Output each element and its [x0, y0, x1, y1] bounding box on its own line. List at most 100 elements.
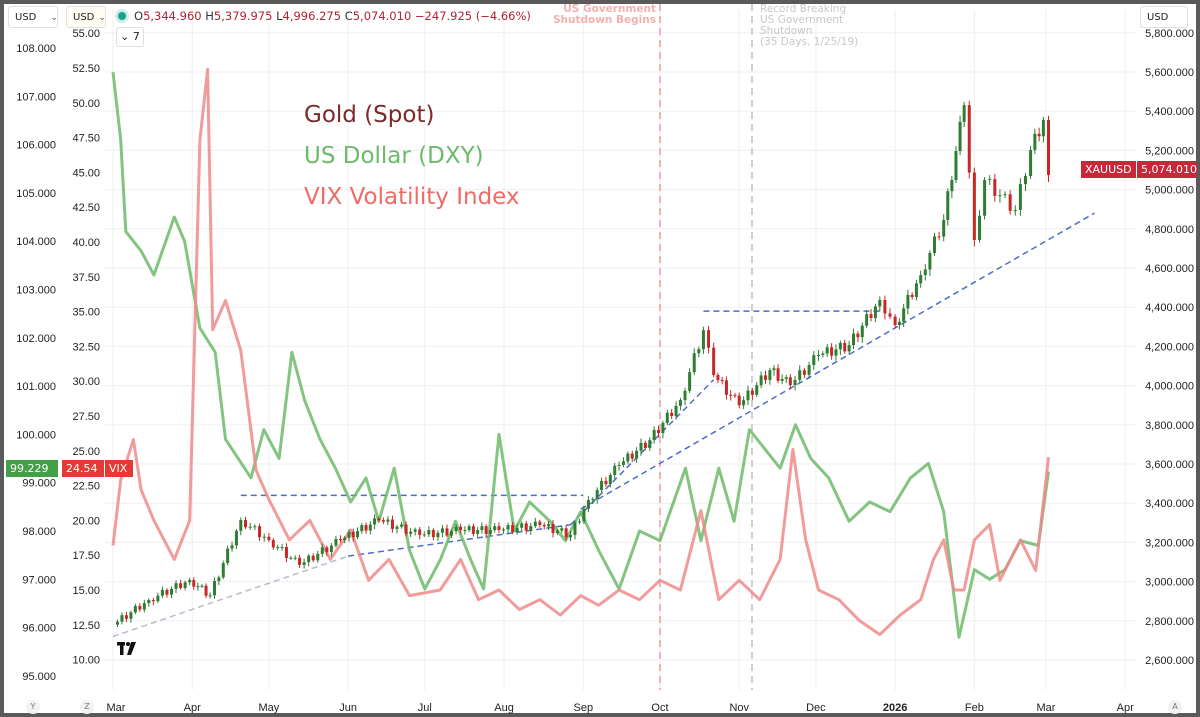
candle-body	[404, 524, 408, 534]
candle-body	[639, 442, 643, 451]
candle-body	[883, 299, 887, 314]
axis-tick-label: 47.50	[72, 133, 100, 145]
axis-tick-label: 37.50	[72, 272, 100, 284]
candle-body	[1029, 150, 1033, 176]
legend-gold: Gold (Spot)	[304, 102, 435, 128]
time-tick-label: Mar	[1036, 702, 1055, 714]
left-currency-dropdown[interactable]: USD ⌄	[8, 6, 58, 28]
candle-body	[1046, 120, 1050, 176]
time-tick-label: 2026	[883, 702, 907, 714]
candle-body	[200, 585, 204, 587]
candle-body	[217, 577, 221, 582]
low-label: L	[276, 9, 283, 23]
shutdown-begins-annotation: US Government Shutdown Begins	[552, 3, 656, 26]
axis-tick-label: 3,000.000	[1145, 577, 1194, 589]
auto-scale-button[interactable]: A	[1168, 700, 1182, 714]
axis-tick-label: 45.00	[72, 167, 100, 179]
candle-body	[604, 480, 608, 485]
candle-body	[463, 530, 467, 532]
candle-body	[914, 283, 918, 297]
axis-tick-label: 97.000	[22, 574, 56, 586]
candle-body	[793, 380, 797, 386]
time-tick-label: Apr	[184, 702, 201, 714]
candle-body	[1018, 184, 1022, 210]
candle-body	[276, 547, 280, 549]
candle-body	[436, 532, 440, 538]
vix-axis[interactable]: 55.00 52.50 50.00 47.50 45.00 42.50 40.00 37.50…	[72, 28, 100, 666]
axis-tick-label: 101.000	[16, 381, 56, 393]
candle-body	[440, 528, 444, 533]
candle-body	[476, 530, 480, 534]
candle-body	[188, 580, 192, 583]
candle-body	[657, 429, 661, 434]
grid	[105, 10, 1137, 690]
time-axis[interactable]: Mar Apr May Jun Jul Aug Sep Oct Nov Dec 2026 Feb Mar…	[107, 702, 1135, 714]
record-shutdown-annotation: Record Breaking US Government Shutdown (…	[760, 3, 859, 48]
candle-body	[196, 586, 200, 588]
vix-symbol-tag: VIX	[105, 460, 133, 477]
candle-body	[151, 600, 155, 602]
axis-tick-label: 3,200.000	[1145, 537, 1194, 549]
time-tick-label: Feb	[965, 702, 984, 714]
candle-body	[977, 215, 981, 240]
y-axis-button[interactable]: Y	[26, 700, 40, 714]
right-currency-dropdown[interactable]: USD	[1140, 6, 1188, 28]
candle-body	[377, 518, 381, 521]
collapse-indicators-button[interactable]: ⌄ 7	[116, 27, 144, 47]
gold-axis[interactable]: 5,800.000 5,600.000 5,400.000 5,200.000 5,00…	[1145, 28, 1194, 667]
candle-body	[506, 525, 510, 530]
tradingview-logo-icon	[117, 642, 136, 655]
candle-body	[860, 325, 864, 338]
trendline	[569, 379, 715, 526]
candle-body	[873, 306, 877, 318]
time-tick-label: Mar	[107, 702, 126, 714]
candle-body	[764, 375, 768, 380]
candle-body	[648, 440, 652, 448]
candle-body	[946, 191, 950, 220]
candle-body	[742, 400, 746, 406]
candle-body	[630, 453, 634, 459]
time-tick-label: Nov	[729, 702, 749, 714]
candle-body	[221, 563, 225, 578]
candle-body	[821, 353, 825, 356]
candle-body	[869, 314, 873, 318]
second-currency-dropdown[interactable]: USD ⌄	[66, 6, 106, 28]
time-tick-label: Oct	[651, 702, 668, 714]
candle-body	[170, 588, 174, 595]
candle-body	[529, 526, 533, 531]
candle-body	[253, 526, 257, 528]
candle-body	[988, 179, 992, 181]
candle-body	[334, 539, 338, 546]
candle-body	[413, 529, 417, 532]
legend-vix: VIX Volatility Index	[304, 184, 520, 210]
candle-body	[802, 370, 806, 375]
candle-body	[591, 499, 595, 501]
candle-body	[284, 547, 288, 558]
candle-body	[467, 526, 471, 531]
candle-body	[847, 345, 851, 352]
candle-body	[972, 172, 976, 240]
axis-tick-label: 4,400.000	[1145, 302, 1194, 314]
candle-body	[750, 390, 754, 395]
trendline	[580, 212, 1095, 510]
candle-body	[488, 530, 492, 534]
candle-body	[364, 525, 368, 531]
candle-body	[919, 275, 923, 284]
candle-body	[812, 355, 816, 366]
candle-body	[893, 316, 897, 326]
axis-tick-label: 2,800.000	[1145, 616, 1194, 628]
dxy-price-tag: 99.229	[6, 460, 58, 477]
candle-body	[733, 395, 737, 397]
candle-body	[692, 353, 696, 373]
candle-body	[729, 394, 733, 396]
candle-body	[569, 534, 573, 538]
candle-body	[865, 314, 869, 326]
candle-body	[174, 583, 178, 589]
candle-body	[459, 526, 463, 531]
candle-body	[373, 518, 377, 525]
candle-body	[586, 500, 590, 509]
dxy-axis[interactable]: 108.000 107.000 106.000 105.000 104.000 103.0…	[16, 43, 56, 683]
candle-body	[115, 621, 119, 625]
z-axis-button[interactable]: Z	[80, 700, 94, 714]
